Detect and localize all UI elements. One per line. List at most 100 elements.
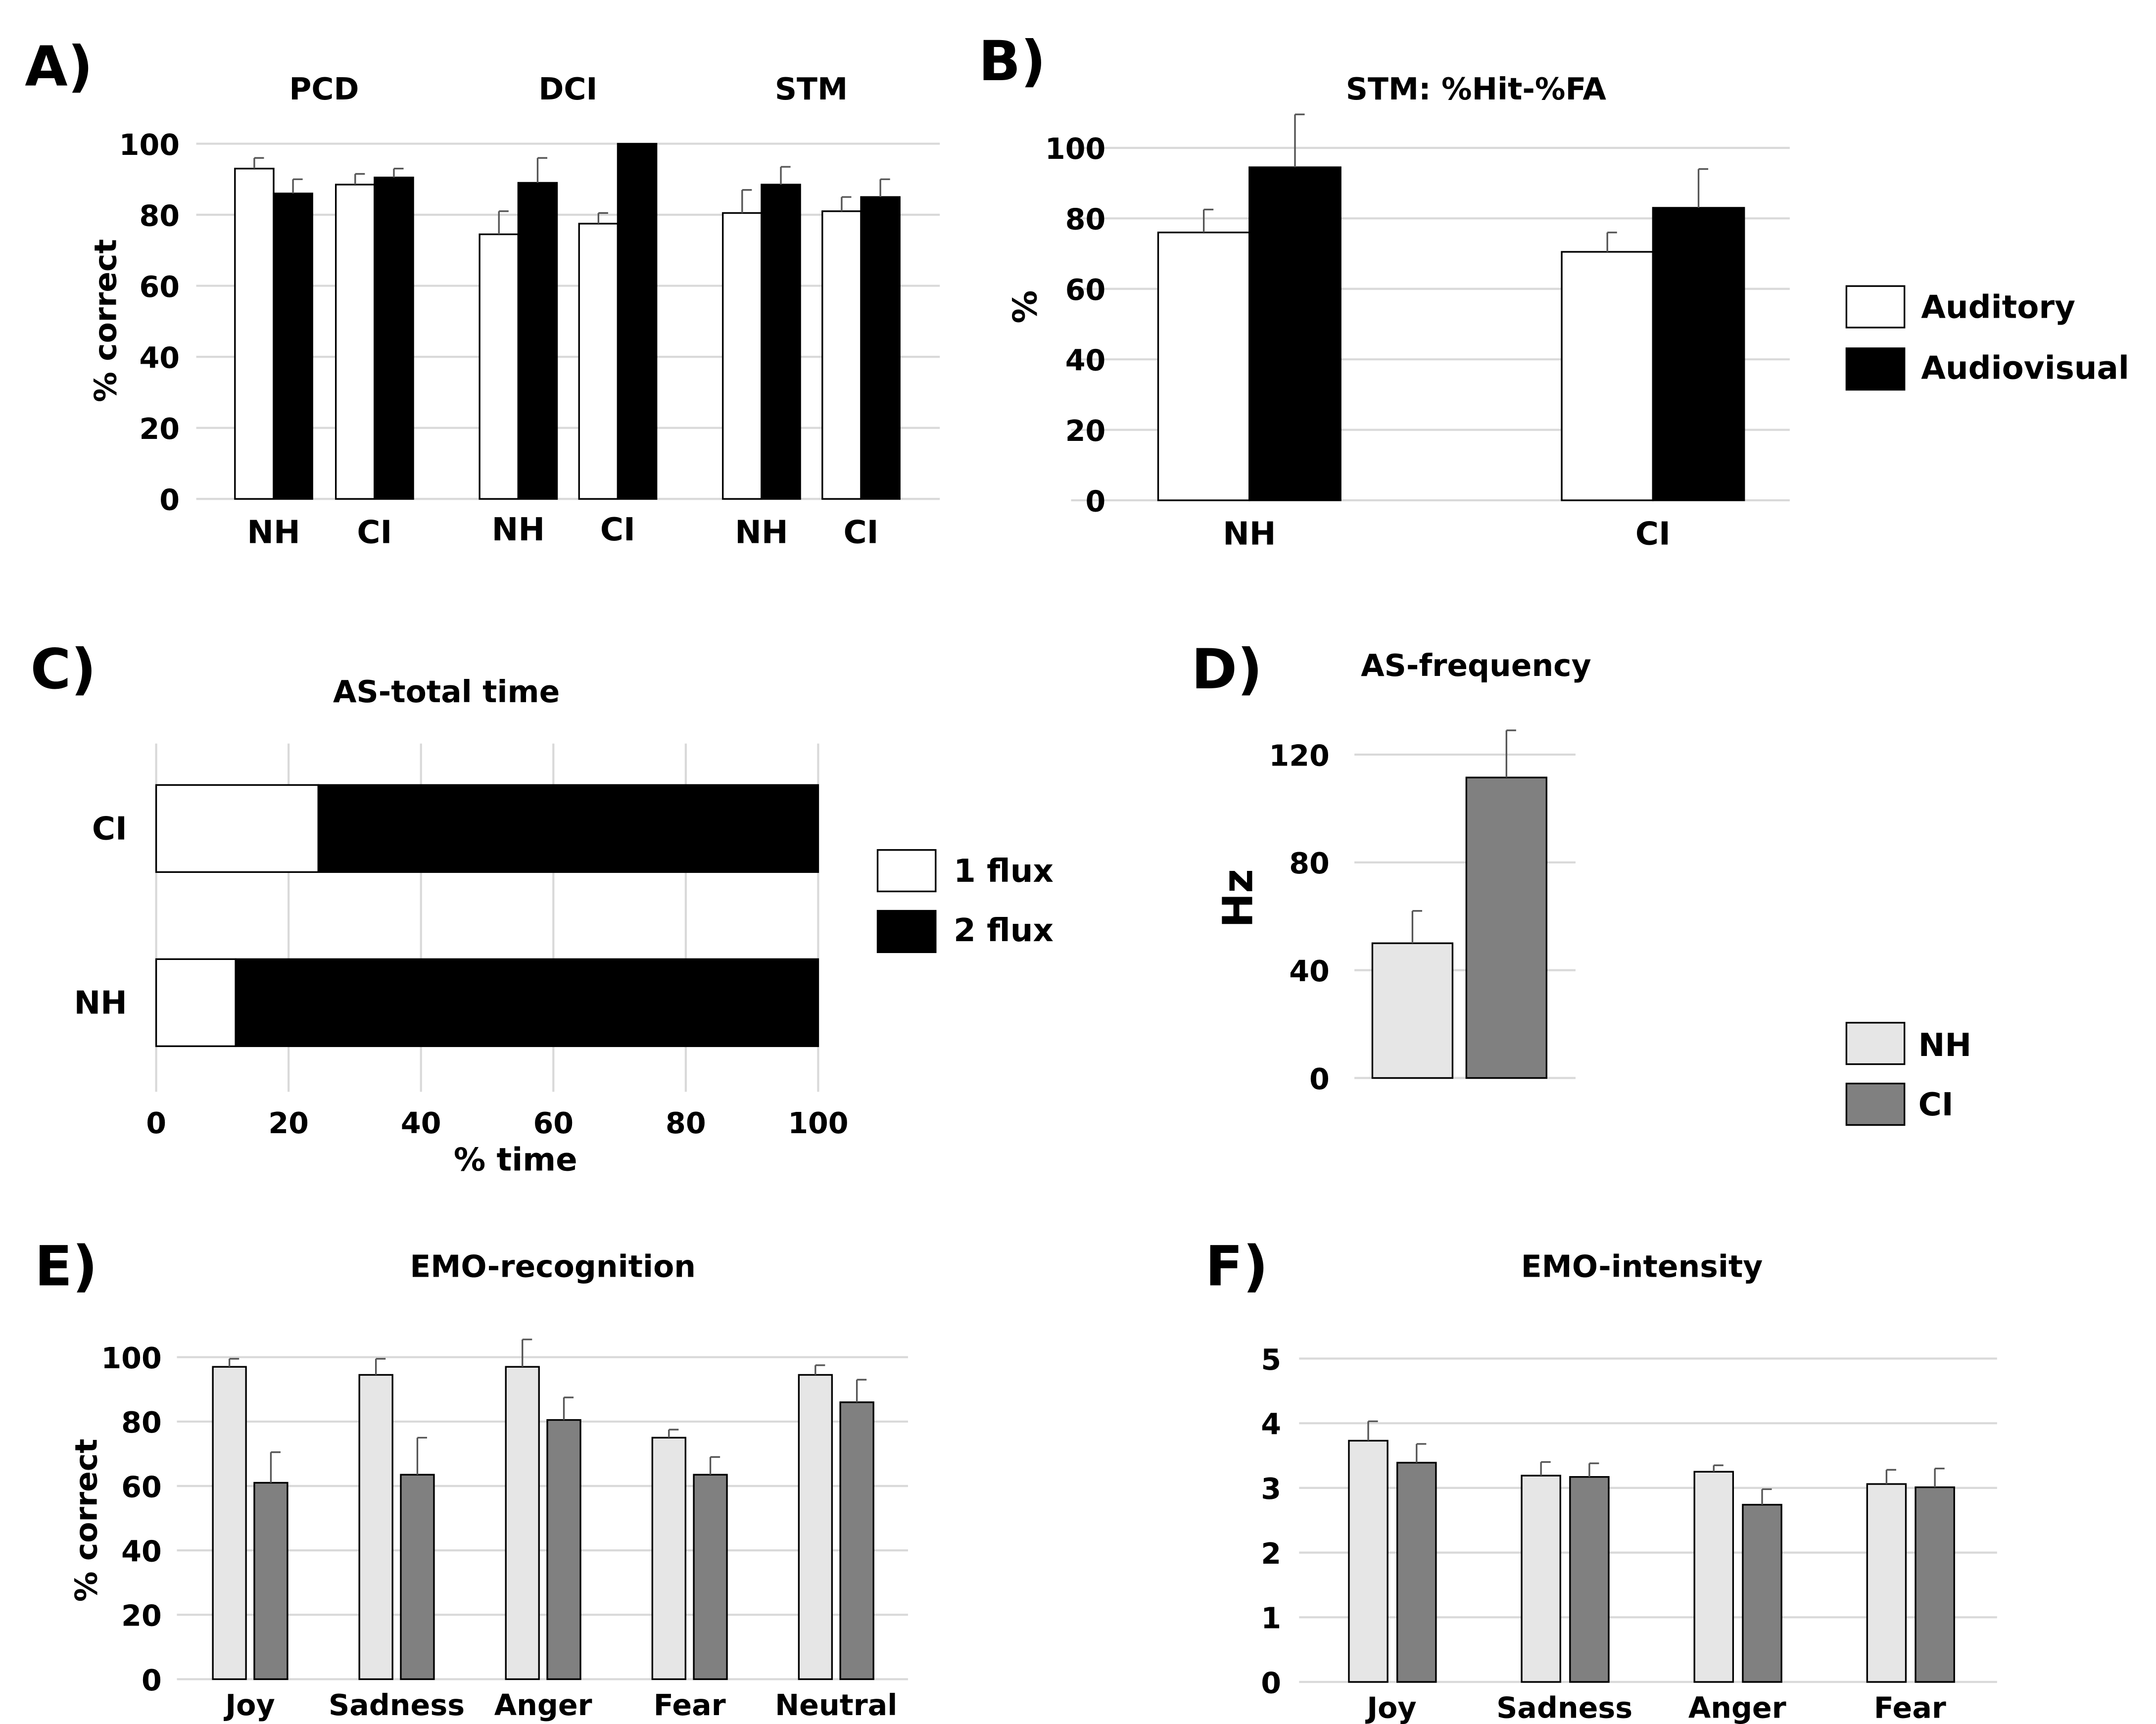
a-bar-auditory: [821, 210, 862, 500]
panel-label-c: C): [30, 637, 96, 702]
e-ytick-label: 0: [142, 1664, 162, 1697]
a-bar-auditory: [578, 223, 619, 500]
e-ylabel: % correct: [69, 1438, 104, 1602]
panel-label-b: B): [978, 29, 1046, 94]
a-xtick-label: CI: [357, 514, 392, 551]
e-bar-ci: [546, 1419, 581, 1680]
panel-label-d: D): [1192, 637, 1263, 702]
e-ytick-label: 80: [121, 1406, 162, 1439]
a-ytick-label: 0: [159, 483, 180, 517]
f-ytick-label: 0: [1261, 1666, 1281, 1700]
c-bar-1-flux: [155, 958, 237, 1047]
e-bar-ci: [253, 1482, 288, 1680]
f-bar-nh: [1348, 1439, 1389, 1683]
c-bar-1-flux: [155, 784, 320, 873]
e-ytick-label: 20: [121, 1599, 162, 1633]
a-ytick-label: 40: [139, 341, 180, 375]
b-ytick-label: 0: [1086, 484, 1106, 518]
f-bar-ci: [1915, 1486, 1955, 1683]
d-ytick-label: 120: [1269, 739, 1329, 772]
f-xtick-label: Anger: [1688, 1691, 1786, 1724]
e-xtick-label: Neutral: [775, 1688, 897, 1722]
b-ylabel: %: [1006, 290, 1045, 323]
a-xtick-label: NH: [247, 514, 300, 551]
legend-swatch-auditory: [1845, 285, 1906, 329]
e-title: EMO-recognition: [410, 1249, 696, 1285]
f-bar-ci: [1569, 1476, 1610, 1683]
legend-swatch-nh: [1845, 1022, 1906, 1065]
a-xtick-label: CI: [843, 514, 878, 551]
e-ytick-label: 100: [101, 1341, 161, 1375]
c-bar-2-flux: [317, 784, 819, 873]
d-ytick-label: 40: [1289, 955, 1330, 988]
e-bar-nh: [358, 1374, 393, 1680]
a-ylabel: % correct: [89, 239, 124, 402]
f-ytick-label: 1: [1261, 1602, 1281, 1635]
b-ytick-label: 100: [1045, 132, 1105, 166]
b-title: STM: %Hit-%FA: [1346, 72, 1607, 107]
d-bar-ci: [1465, 776, 1547, 1079]
f-bar-nh: [1693, 1471, 1734, 1683]
c-ytick-label: CI: [92, 811, 127, 848]
a-ytick-label: 20: [139, 412, 180, 446]
a-bar-audiovisual: [761, 184, 801, 500]
b-ytick-label: 40: [1065, 344, 1106, 378]
a-xtick-label: CI: [600, 511, 635, 548]
legend-label-nh: NH: [1918, 1027, 1972, 1064]
e-bar-nh: [212, 1366, 247, 1680]
a-bar-audiovisual: [860, 196, 901, 500]
e-bar-ci: [839, 1401, 874, 1680]
f-ytick-label: 3: [1261, 1472, 1281, 1506]
a-bar-auditory: [234, 168, 275, 500]
b-ytick-label: 80: [1065, 203, 1106, 237]
b-ytick-label: 20: [1065, 414, 1106, 448]
b-xtick-label: CI: [1635, 515, 1671, 552]
b-bar-audiovisual: [1652, 207, 1745, 501]
c-xtick-label: 0: [146, 1106, 166, 1140]
legend-label-audiovisual: Audiovisual: [1921, 349, 2129, 386]
c-xlabel: % time: [454, 1142, 577, 1179]
legend-swatch-ci: [1845, 1082, 1906, 1126]
e-bar-nh: [505, 1366, 540, 1680]
e-ytick-label: 40: [121, 1534, 162, 1568]
legend-swatch-audiovisual: [1845, 347, 1906, 391]
d-ytick-label: 80: [1289, 847, 1330, 880]
c-xtick-label: 20: [268, 1106, 309, 1140]
f-ytick-label: 2: [1261, 1537, 1281, 1571]
panel-label-a: A): [25, 35, 93, 99]
a-xtick-label: NH: [735, 514, 788, 551]
b-bar-auditory: [1561, 251, 1654, 501]
e-xtick-label: Joy: [223, 1688, 275, 1722]
legend-label-1-flux: 1 flux: [954, 853, 1054, 890]
panel-label-f: F): [1205, 1234, 1268, 1298]
a-group-title: STM: [775, 72, 848, 107]
b-bar-audiovisual: [1248, 166, 1342, 501]
c-xtick-label: 100: [788, 1106, 848, 1140]
legend-label-ci: CI: [1918, 1086, 1954, 1123]
f-bar-nh: [1521, 1475, 1561, 1683]
f-bar-ci: [1742, 1504, 1782, 1683]
d-bar-nh: [1371, 942, 1454, 1079]
e-bar-nh: [651, 1437, 686, 1680]
d-title: AS-frequency: [1361, 648, 1591, 683]
c-title: AS-total time: [333, 674, 560, 710]
a-bar-auditory: [335, 184, 376, 500]
panel-label-e: E): [35, 1234, 97, 1298]
a-ytick-label: 80: [139, 199, 180, 233]
e-bar-ci: [693, 1474, 728, 1680]
a-xtick-label: NH: [492, 511, 545, 548]
e-xtick-label: Sadness: [329, 1688, 465, 1722]
f-bar-ci: [1396, 1462, 1437, 1683]
c-xtick-label: 60: [533, 1106, 574, 1140]
e-bar-nh: [798, 1374, 833, 1680]
legend-label-auditory: Auditory: [1921, 288, 2075, 326]
a-bar-audiovisual: [617, 143, 658, 500]
a-bar-auditory: [479, 233, 520, 500]
f-xtick-label: Joy: [1365, 1691, 1416, 1724]
f-xtick-label: Fear: [1874, 1691, 1946, 1724]
a-group-title: DCI: [538, 72, 597, 107]
b-bar-auditory: [1157, 232, 1250, 501]
a-bar-audiovisual: [374, 176, 414, 500]
e-xtick-label: Fear: [654, 1688, 726, 1722]
